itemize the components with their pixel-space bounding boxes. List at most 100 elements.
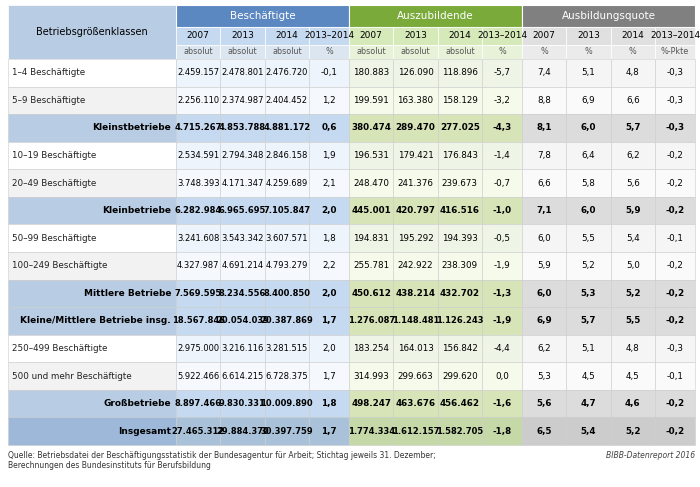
Text: -4,4: -4,4 <box>494 344 510 353</box>
Bar <box>349 114 393 142</box>
Text: -0,2: -0,2 <box>666 262 683 270</box>
Bar <box>610 417 655 445</box>
Bar <box>309 225 349 252</box>
Text: 2007: 2007 <box>187 32 209 40</box>
Bar <box>566 142 610 169</box>
Text: BIBB-Datenreport 2016: BIBB-Datenreport 2016 <box>606 451 695 460</box>
Bar <box>438 390 482 417</box>
Bar <box>349 169 393 197</box>
Bar <box>8 390 176 417</box>
Bar <box>655 362 695 390</box>
Bar <box>265 225 309 252</box>
Bar <box>610 335 655 362</box>
Bar <box>482 252 522 280</box>
Text: 2014: 2014 <box>622 32 644 40</box>
Bar <box>265 362 309 390</box>
Text: 10–19 Beschäftigte: 10–19 Beschäftigte <box>12 151 97 160</box>
Text: 8.400.850: 8.400.850 <box>263 289 310 298</box>
Text: 239.673: 239.673 <box>442 179 478 187</box>
Bar <box>8 307 176 335</box>
Bar <box>220 27 265 45</box>
Text: 163.380: 163.380 <box>398 96 433 105</box>
Text: 9.830.331: 9.830.331 <box>219 399 266 408</box>
Bar <box>220 252 265 280</box>
Bar <box>265 27 309 45</box>
Text: 4.691.214: 4.691.214 <box>221 262 264 270</box>
Text: 1.774.334: 1.774.334 <box>348 427 395 436</box>
Bar <box>610 45 655 59</box>
Bar <box>566 114 610 142</box>
Text: 4.881.172: 4.881.172 <box>263 123 311 132</box>
Bar <box>655 169 695 197</box>
Text: 194.393: 194.393 <box>442 234 478 243</box>
Bar <box>566 59 610 87</box>
Bar <box>438 252 482 280</box>
Text: 4,5: 4,5 <box>582 372 596 380</box>
Bar <box>438 225 482 252</box>
Text: 4.793.279: 4.793.279 <box>265 262 308 270</box>
Bar <box>220 280 265 307</box>
Bar <box>438 169 482 197</box>
Text: -0,3: -0,3 <box>666 344 683 353</box>
Text: 5,3: 5,3 <box>537 372 551 380</box>
Text: 5,0: 5,0 <box>626 262 640 270</box>
Text: 456.462: 456.462 <box>440 399 480 408</box>
Bar <box>176 142 220 169</box>
Bar <box>8 362 176 390</box>
Bar <box>265 169 309 197</box>
Text: 8,8: 8,8 <box>537 96 551 105</box>
Text: -1,9: -1,9 <box>494 262 510 270</box>
Bar <box>482 417 522 445</box>
Bar <box>438 335 482 362</box>
Text: 5,3: 5,3 <box>581 289 596 298</box>
Text: 2007: 2007 <box>360 32 383 40</box>
Bar <box>610 252 655 280</box>
Text: -1,4: -1,4 <box>494 151 510 160</box>
Bar <box>438 59 482 87</box>
Bar <box>309 59 349 87</box>
Text: 30.397.759: 30.397.759 <box>260 427 313 436</box>
Text: 2.975.000: 2.975.000 <box>177 344 219 353</box>
Bar <box>393 142 438 169</box>
Text: 5,5: 5,5 <box>625 317 640 325</box>
Text: 6.728.375: 6.728.375 <box>265 372 308 380</box>
Bar <box>349 307 393 335</box>
Bar <box>309 417 349 445</box>
Text: -0,2: -0,2 <box>666 179 683 187</box>
Bar <box>393 59 438 87</box>
Text: -0,2: -0,2 <box>666 399 685 408</box>
Bar <box>393 252 438 280</box>
Text: 6,2: 6,2 <box>626 151 640 160</box>
Bar <box>8 87 176 114</box>
Bar <box>8 114 176 142</box>
Text: 420.797: 420.797 <box>395 206 435 215</box>
Bar <box>176 307 220 335</box>
Text: 2013: 2013 <box>231 32 254 40</box>
Text: 4.171.347: 4.171.347 <box>221 179 264 187</box>
Text: 20.387.869: 20.387.869 <box>260 317 313 325</box>
Bar <box>176 225 220 252</box>
Text: 2,1: 2,1 <box>322 179 336 187</box>
Bar <box>176 362 220 390</box>
Bar <box>566 225 610 252</box>
Text: 5–9 Beschäftigte: 5–9 Beschäftigte <box>12 96 85 105</box>
Bar <box>482 169 522 197</box>
Text: 1.612.157: 1.612.157 <box>392 427 440 436</box>
Bar <box>482 335 522 362</box>
Bar <box>220 45 265 59</box>
Bar <box>393 335 438 362</box>
Text: -0,2: -0,2 <box>666 427 685 436</box>
Text: %: % <box>629 48 637 56</box>
Text: 2.846.158: 2.846.158 <box>265 151 308 160</box>
Bar <box>438 142 482 169</box>
Bar <box>522 5 695 27</box>
Text: 6,0: 6,0 <box>536 289 552 298</box>
Text: 6,6: 6,6 <box>538 179 551 187</box>
Text: 6,5: 6,5 <box>536 427 552 436</box>
Text: 6.965.695: 6.965.695 <box>219 206 266 215</box>
Bar <box>349 59 393 87</box>
Bar <box>220 169 265 197</box>
Text: 100–249 Beschäftigte: 100–249 Beschäftigte <box>12 262 107 270</box>
Bar <box>349 252 393 280</box>
Text: 156.842: 156.842 <box>442 344 478 353</box>
